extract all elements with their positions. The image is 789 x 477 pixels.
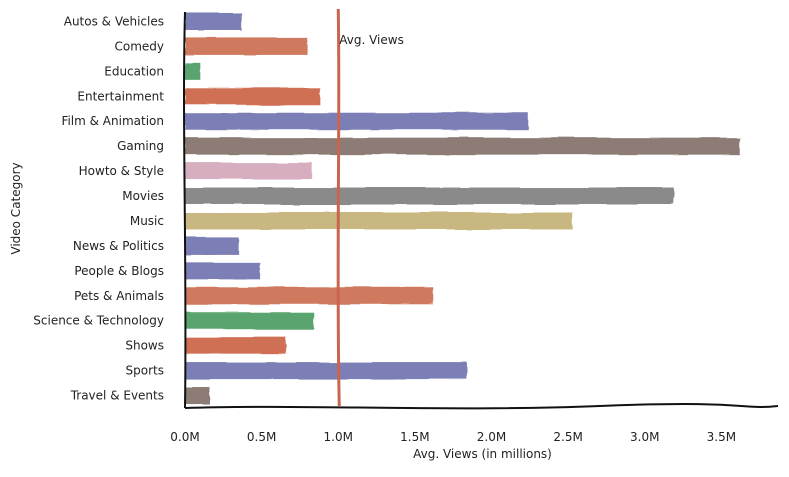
bar-science-and-technology <box>185 312 314 330</box>
x-tick-label: 1.5M <box>400 430 429 444</box>
bars-layer <box>185 12 740 405</box>
bar-film-and-animation <box>185 112 529 130</box>
y-tick-label-entertainment: Entertainment <box>77 89 164 103</box>
x-tick-label: 2.0M <box>477 430 506 444</box>
y-tick-label-comedy: Comedy <box>114 39 164 53</box>
y-tick-label-film-and-animation: Film & Animation <box>61 114 164 128</box>
bar-howto-and-style <box>185 162 313 180</box>
axes-layer <box>183 11 779 410</box>
y-tick-label-sports: Sports <box>126 364 164 378</box>
y-tick-label-education: Education <box>104 64 164 78</box>
x-axis-line <box>184 403 779 410</box>
y-tick-label-travel-and-events: Travel & Events <box>70 389 164 403</box>
y-tick-label-people-and-blogs: People & Blogs <box>74 264 164 278</box>
reference-line-layer <box>336 8 341 407</box>
y-tick-label-shows: Shows <box>125 339 164 353</box>
y-tick-label-news-and-politics: News & Politics <box>73 239 164 253</box>
x-tick-label: 1.0M <box>324 430 353 444</box>
bar-pets-and-animals <box>185 287 434 305</box>
x-tick-label: 2.5M <box>553 430 582 444</box>
bar-comedy <box>185 37 308 55</box>
y-tick-label-howto-and-style: Howto & Style <box>79 164 164 178</box>
y-tick-label-autos-and-vehicles: Autos & Vehicles <box>64 14 164 28</box>
y-axis-title: Video Category <box>9 162 23 254</box>
bar-movies <box>185 187 674 205</box>
x-tick-label: 3.5M <box>707 430 736 444</box>
bar-shows <box>185 337 287 355</box>
bar-sports <box>185 362 467 380</box>
bar-gaming <box>185 137 740 155</box>
bar-travel-and-events <box>185 387 210 405</box>
bar-autos-and-vehicles <box>185 12 242 30</box>
x-tick-label: 3.0M <box>630 430 659 444</box>
x-tick-label: 0.5M <box>247 430 276 444</box>
y-tick-label-science-and-technology: Science & Technology <box>33 314 164 328</box>
bar-music <box>185 212 573 230</box>
bar-people-and-blogs <box>185 262 261 280</box>
average-reference-line <box>336 8 341 407</box>
x-axis-title: Avg. Views (in millions) <box>413 447 552 461</box>
y-axis-line <box>183 11 187 409</box>
bar-entertainment <box>185 87 320 105</box>
bar-education <box>185 62 201 80</box>
y-tick-label-gaming: Gaming <box>117 139 164 153</box>
y-tick-label-pets-and-animals: Pets & Animals <box>74 289 164 303</box>
reference-line-annotation: Avg. Views <box>339 33 404 47</box>
x-tick-label: 0.0M <box>170 430 199 444</box>
labels-layer: Autos & Vehicles Comedy Education Entertain… <box>9 14 736 461</box>
y-tick-label-movies: Movies <box>122 189 164 203</box>
bar-news-and-politics <box>185 237 239 255</box>
y-tick-label-music: Music <box>130 214 164 228</box>
